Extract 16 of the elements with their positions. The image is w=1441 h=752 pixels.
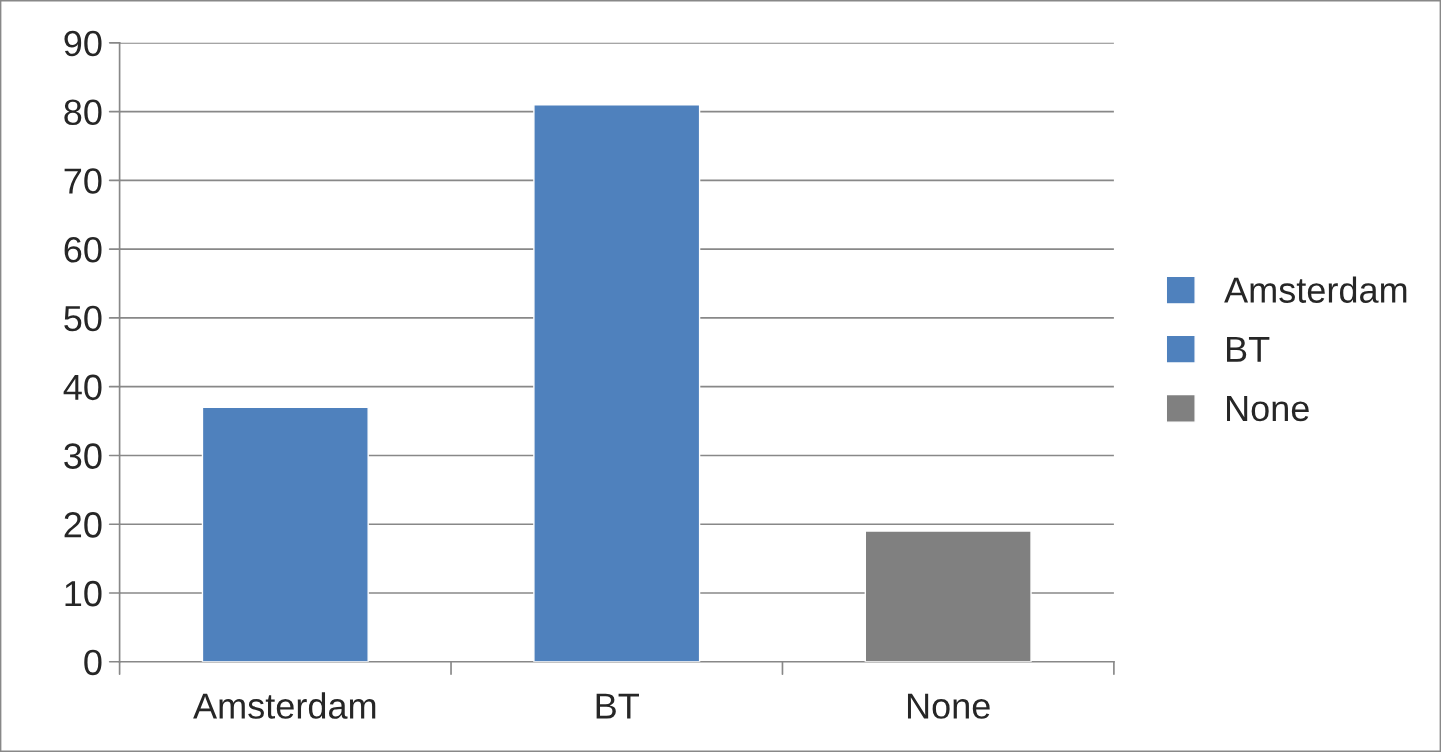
legend-label: Amsterdam (1224, 276, 1407, 303)
y-tick-label: 20 (64, 512, 102, 538)
x-tick-label: None (907, 693, 990, 719)
y-tick-label: 0 (84, 649, 102, 676)
y-tick-label: 90 (64, 30, 102, 57)
y-tick-label: 40 (63, 374, 102, 401)
y-tick-label: 60 (64, 237, 102, 263)
y-tick-label: 70 (64, 168, 102, 194)
x-tick-label: Amsterdam (193, 692, 376, 719)
y-tick-label: 30 (64, 443, 102, 469)
legend-label: BT (1227, 336, 1270, 362)
y-tick-label: 10 (65, 580, 102, 607)
legend-label: None (1227, 396, 1309, 422)
y-tick-label: 80 (64, 99, 102, 126)
x-tick-label: BT (596, 693, 639, 719)
y-tick-label: 50 (64, 305, 102, 332)
